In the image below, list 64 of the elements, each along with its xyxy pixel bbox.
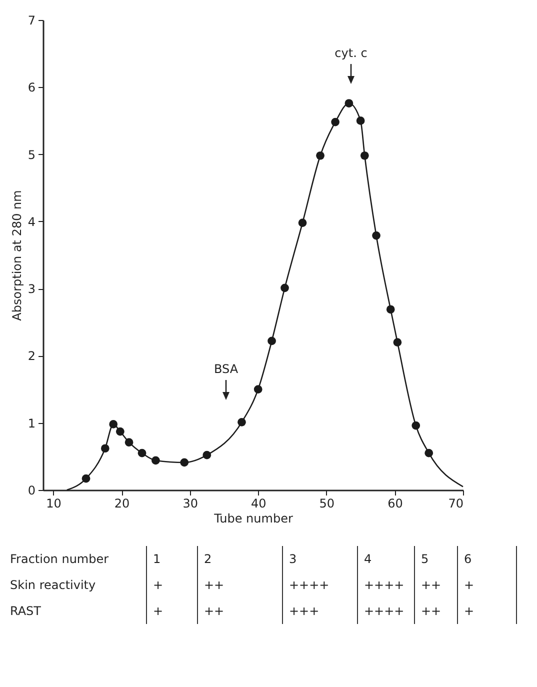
point [331,118,340,126]
text: 1 [146,546,198,572]
point [238,418,246,426]
text: + [458,598,516,624]
point [412,421,420,430]
text: Fraction number [9,551,110,568]
text: ++ [198,598,282,624]
point [280,284,289,292]
x-tick-label: 40 [250,496,266,510]
point [109,420,118,428]
text: + [146,572,198,598]
x-tick-label: 20 [114,496,130,510]
y-tick-label: 7 [28,14,36,28]
annotation: BSA [214,362,238,376]
text: ++ [414,598,458,624]
y-tick-label: 0 [28,484,36,498]
point [356,116,365,125]
text: 2 [198,546,282,572]
y-tick-label: 5 [28,148,36,162]
point [202,450,212,460]
text: RAST [9,603,42,620]
text: 5 [414,546,458,572]
point [393,338,402,346]
y-tick-label: 1 [28,416,36,430]
y-tick-label: 6 [28,80,36,95]
annotation: cyt. c [334,46,368,60]
y-axis-title: Absorption at 280 nm [10,190,24,321]
point [152,456,160,465]
point [100,444,110,453]
y-tick-label: 4 [28,214,36,229]
text: 3 [282,546,358,572]
text: ++++ [358,572,414,598]
point [138,448,146,458]
text: ++ [414,572,458,598]
x-tick-label: 50 [319,496,335,510]
text: +++ [282,598,358,624]
x-axis-title: Tube number [213,512,293,526]
text: ++ [198,572,282,598]
text: + [458,572,516,598]
text: + [146,598,198,624]
point [268,336,276,346]
point [124,438,134,447]
point [254,385,262,394]
x-tick-label: 30 [182,496,198,510]
text: 4 [358,546,414,572]
text: ++++ [358,598,414,624]
point [82,474,90,483]
y-tick-label: 2 [28,349,36,364]
point [116,427,124,436]
point [180,458,189,467]
text: ++++ [282,572,358,598]
point [372,231,380,240]
text: 6 [458,546,516,572]
x-tick-label: 10 [46,496,62,510]
x-tick-label: 70 [448,496,464,510]
point [316,151,324,160]
point [360,151,369,160]
x-tick-label: 60 [388,496,403,510]
point [344,99,354,108]
y-tick-label: 3 [28,282,36,296]
point [298,218,307,227]
text: Skin reactivity [9,577,97,594]
point [386,305,395,314]
point [424,448,434,458]
